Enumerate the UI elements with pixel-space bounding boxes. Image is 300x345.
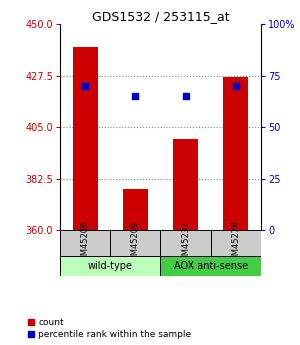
Title: GDS1532 / 253115_at: GDS1532 / 253115_at: [92, 10, 229, 23]
Text: GSM45278: GSM45278: [231, 220, 240, 266]
Text: AOX anti-sense: AOX anti-sense: [174, 261, 248, 271]
Bar: [173, 139, 198, 230]
Text: GSM45231: GSM45231: [181, 220, 190, 266]
Bar: [160, 256, 261, 276]
Bar: [223, 77, 248, 230]
Legend: count, percentile rank within the sample: count, percentile rank within the sample: [28, 318, 192, 339]
Point: [83, 83, 88, 89]
Bar: [123, 189, 148, 230]
Point: [183, 93, 188, 99]
Bar: [160, 230, 211, 256]
Point: [133, 93, 138, 99]
Text: GSM45208: GSM45208: [81, 220, 90, 266]
Bar: [60, 256, 160, 276]
Bar: [73, 47, 98, 230]
Text: wild-type: wild-type: [88, 261, 133, 271]
Bar: [60, 230, 110, 256]
Bar: [110, 230, 160, 256]
Bar: [211, 230, 261, 256]
Text: GSM45209: GSM45209: [131, 220, 140, 266]
Point: [233, 83, 238, 89]
